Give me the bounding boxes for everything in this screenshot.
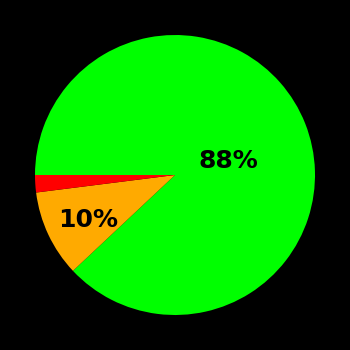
Text: 88%: 88% <box>198 149 258 173</box>
Text: 10%: 10% <box>58 208 118 232</box>
Wedge shape <box>36 175 175 271</box>
Wedge shape <box>35 35 315 315</box>
Wedge shape <box>35 175 175 192</box>
